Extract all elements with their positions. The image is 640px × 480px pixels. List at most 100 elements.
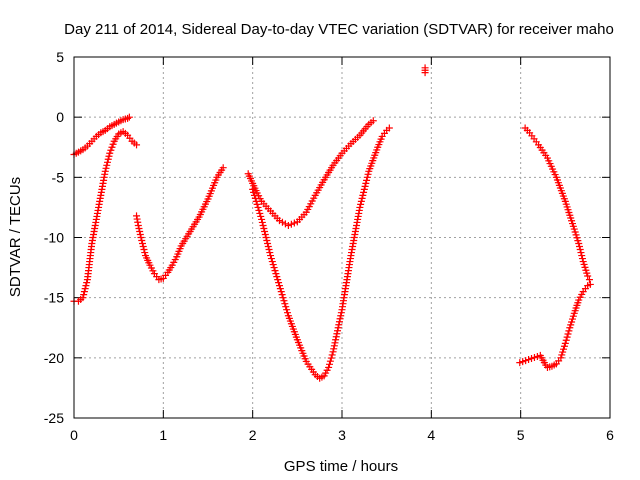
data-point: [280, 297, 288, 305]
data-point: [284, 221, 292, 229]
data-point: [107, 146, 115, 154]
data-point: [278, 291, 286, 299]
data-point: [575, 243, 583, 251]
data-point: [277, 288, 285, 296]
y-tick-label: -20: [44, 350, 64, 366]
data-point: [522, 357, 530, 365]
data-point: [363, 173, 371, 181]
y-tick-label: 5: [56, 49, 64, 65]
data-point: [334, 324, 342, 332]
data-point: [533, 352, 541, 360]
data-point: [327, 354, 335, 362]
data-point: [258, 215, 266, 223]
data-point: [254, 203, 262, 211]
data-point: [276, 285, 284, 293]
x-tick-label: 1: [159, 427, 167, 443]
data-point: [138, 237, 146, 245]
plot-frame: [73, 56, 611, 419]
data-point: [360, 185, 368, 193]
data-point: [250, 191, 258, 199]
data-point: [101, 167, 109, 175]
data-point: [586, 280, 594, 288]
data-point: [80, 288, 88, 296]
data-point: [255, 206, 263, 214]
data-point: [333, 330, 341, 338]
data-point: [251, 194, 259, 202]
data-point: [335, 321, 343, 329]
data-point: [363, 176, 371, 184]
data-point: [259, 221, 267, 229]
grid: [74, 57, 610, 418]
data-point: [249, 185, 257, 193]
data-point: [136, 230, 144, 238]
data-point: [125, 113, 133, 121]
data-point: [81, 285, 89, 293]
data-point: [262, 234, 270, 241]
data-point: [359, 191, 367, 199]
data-point: [332, 336, 340, 344]
data-point: [337, 312, 345, 320]
data-point: [287, 220, 295, 228]
data-point: [584, 272, 592, 280]
data-point: [82, 282, 90, 290]
data-point: [334, 327, 342, 335]
data-point: [284, 309, 292, 317]
data-point: [326, 357, 334, 365]
data-point: [564, 330, 572, 338]
data-point: [385, 124, 393, 132]
data-point: [279, 294, 287, 302]
data-point: [278, 218, 286, 226]
data-point: [516, 359, 524, 367]
data-point: [290, 219, 298, 227]
data-point: [104, 155, 112, 163]
data-point: [104, 158, 111, 166]
data-point: [525, 356, 533, 364]
data-point: [328, 351, 336, 359]
data-point: [281, 220, 289, 228]
data-point: [79, 294, 87, 302]
data-point: [530, 353, 538, 361]
data-point: [258, 218, 266, 226]
data-point: [265, 246, 273, 254]
data-point: [330, 345, 338, 353]
data-point: [133, 141, 141, 149]
x-axis-label: GPS time / hours: [284, 458, 398, 475]
data-point: [268, 258, 276, 266]
data-point: [578, 255, 586, 263]
data-point: [332, 333, 340, 341]
data-point: [528, 355, 536, 363]
data-point: [275, 282, 283, 290]
data-point: [358, 194, 366, 202]
data-point: [271, 267, 279, 275]
data-point: [273, 273, 281, 281]
data-point: [266, 249, 274, 257]
data-point: [575, 240, 583, 248]
data-point: [260, 224, 268, 232]
ticks: 0 1 2 3 4 5 6 -25 -20 -15 -10 -5 0 5: [44, 49, 614, 443]
data-point: [329, 348, 337, 356]
y-tick-label: -5: [52, 169, 65, 185]
data-point: [135, 224, 143, 232]
x-tick-label: 3: [338, 427, 346, 443]
data-point: [578, 252, 586, 260]
data-point: [585, 276, 593, 284]
data-point: [369, 117, 377, 125]
data-point: [325, 360, 333, 368]
data-point: [140, 246, 148, 254]
data-point: [330, 342, 338, 350]
data-point: [562, 336, 570, 344]
y-axis-label: SDTVAR / TECUs: [7, 177, 24, 297]
data-point: [267, 252, 275, 260]
data-point: [80, 291, 88, 299]
y-tick-label: -10: [44, 230, 64, 246]
data-point: [577, 249, 585, 257]
data-point: [356, 203, 364, 211]
data-point: [263, 237, 271, 245]
data-point: [270, 264, 278, 272]
data-point: [253, 200, 261, 208]
data-point: [103, 161, 111, 169]
data-point: [250, 188, 258, 196]
data-point: [109, 140, 117, 148]
data-point: [274, 276, 282, 284]
data-point: [105, 152, 113, 160]
